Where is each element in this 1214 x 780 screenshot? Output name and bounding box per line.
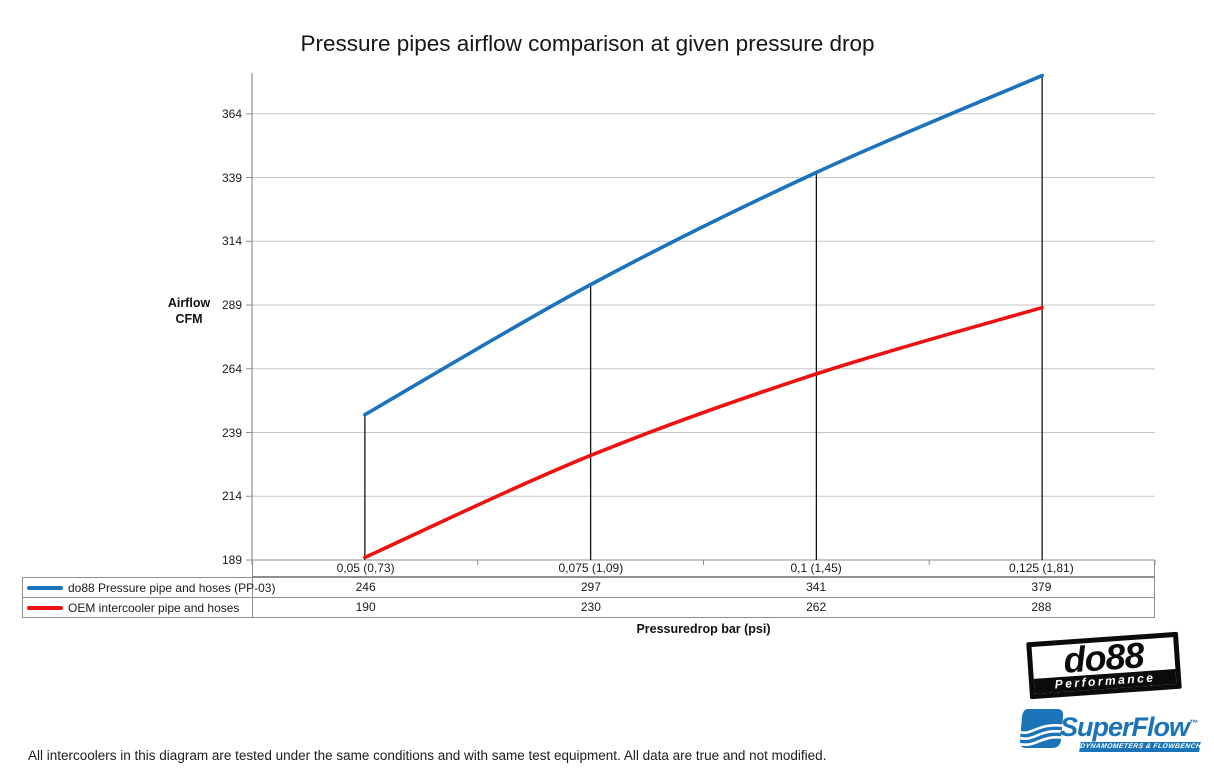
do88-logo: do88 Performance <box>1026 631 1182 700</box>
x-category-label: 0,1 (1,45) <box>790 561 842 575</box>
y-tick-label: 189 <box>221 553 242 567</box>
y-tick-label: 289 <box>221 298 242 313</box>
superflow-logo: SuperFlow™ DYNAMOMETERS & FLOWBENCHES <box>1020 706 1212 758</box>
x-category-label: 0,125 (1,81) <box>1009 561 1074 575</box>
y-tick-label: 264 <box>221 361 242 376</box>
table-row: OEM intercooler pipe and hoses 190 230 262 2… <box>23 597 1154 617</box>
series-line-do88 <box>363 73 1044 417</box>
table-row: do88 Pressure pipe and hoses (PP-03) 246 2… <box>23 578 1154 597</box>
superflow-trademark: ™ <box>1189 718 1198 728</box>
y-axis-title-line1: Airflow <box>167 296 211 310</box>
series-line-oem <box>363 305 1044 560</box>
superflow-logo-name: SuperFlow™ <box>1060 712 1198 743</box>
superflow-wave-icon <box>1020 709 1064 748</box>
y-axis-title: Airflow CFM <box>160 296 218 327</box>
legend-cell: do88 Pressure pipe and hoses (PP-03) <box>23 578 275 597</box>
table-value-cell: 379 <box>1031 580 1052 594</box>
legend-cell: OEM intercooler pipe and hoses <box>23 598 253 617</box>
y-tick-label: 339 <box>221 170 242 185</box>
y-tick-label: 364 <box>221 106 242 121</box>
table-value-cell: 190 <box>355 600 376 614</box>
legend-line-swatch <box>27 585 63 590</box>
x-axis-title: Pressuredrop bar (psi) <box>636 622 771 636</box>
table-value-cell: 262 <box>806 600 827 614</box>
x-category-label: 0,075 (1,09) <box>558 561 624 575</box>
y-tick-label: 239 <box>221 425 242 440</box>
data-table: do88 Pressure pipe and hoses (PP-03) 246 2… <box>22 577 1155 618</box>
superflow-name-text: SuperFlow <box>1060 712 1190 742</box>
table-value-cell: 230 <box>580 600 601 614</box>
legend-line-swatch <box>27 605 63 610</box>
chart-title: Pressure pipes airflow comparison at giv… <box>300 31 875 56</box>
legend-series-name: OEM intercooler pipe and hoses <box>68 600 240 615</box>
y-tick-label: 314 <box>221 234 242 249</box>
y-axis-title-line2: CFM <box>175 311 203 326</box>
legend-series-name: do88 Pressure pipe and hoses (PP-03) <box>68 580 276 595</box>
table-value-cell: 341 <box>806 580 827 594</box>
x-category-label: 0,05 (0,73) <box>336 561 395 575</box>
table-value-cell: 288 <box>1031 600 1052 614</box>
table-value-cell: 246 <box>355 580 376 594</box>
x-category-row: 0,05 (0,73) 0,075 (1,09) 0,1 (1,45) 0,125 (… <box>252 560 1155 577</box>
footer-note: All intercoolers in this diagram are tes… <box>28 748 827 763</box>
superflow-logo-tagline: DYNAMOMETERS & FLOWBENCHES <box>1079 742 1212 752</box>
table-value-cell: 297 <box>580 580 601 594</box>
y-tick-label: 214 <box>221 489 242 504</box>
